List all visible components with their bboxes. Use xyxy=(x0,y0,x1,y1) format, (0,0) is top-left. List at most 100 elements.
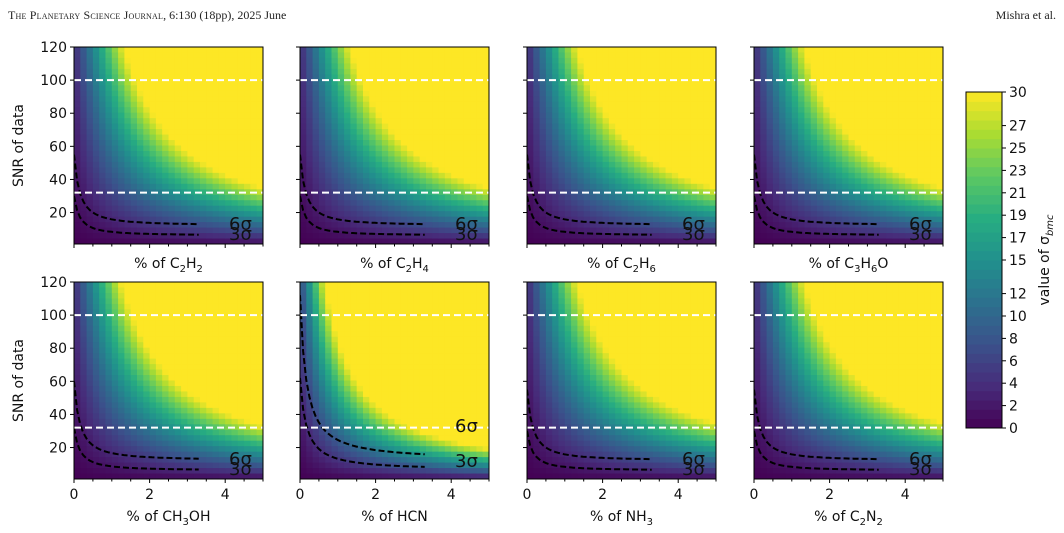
sigma-3-label: 3σ xyxy=(229,459,252,480)
y-tick-label: 100 xyxy=(40,73,67,89)
colorbar-tick-label: 0 xyxy=(1009,421,1018,437)
colorbar-level xyxy=(966,250,1002,261)
colorbar-tick-label: 25 xyxy=(1009,141,1027,157)
sigma-6-contour xyxy=(527,389,652,461)
colorbar-level xyxy=(966,176,1002,186)
colorbar-level xyxy=(966,381,1002,392)
colorbar-level xyxy=(966,92,1002,102)
x-tick-label: 2 xyxy=(371,487,380,503)
sigma-3-contour xyxy=(754,430,879,471)
heatmap xyxy=(300,47,489,244)
colorbar-level xyxy=(966,241,1002,252)
colorbar-level xyxy=(966,204,1002,214)
colorbar-tick-label: 12 xyxy=(1009,287,1027,303)
running-header: The Planetary Science Journal, 6:130 (18… xyxy=(8,8,286,23)
colorbar-level xyxy=(966,148,1002,158)
colorbar-level xyxy=(966,194,1002,205)
colorbar-label: value of σbmc xyxy=(1037,214,1056,306)
x-tick-label: 0 xyxy=(296,487,305,503)
x-tick-label: 4 xyxy=(447,487,456,503)
colorbar-level xyxy=(966,222,1002,233)
journal-name: The Planetary Science Journal xyxy=(8,8,164,22)
colorbar-level xyxy=(966,110,1002,121)
colorbar-tick-label: 19 xyxy=(1009,208,1027,224)
sigma-3-contour xyxy=(74,195,199,236)
x-axis-label: % of C2​H2​ xyxy=(134,256,203,275)
colorbar-tick-label: 21 xyxy=(1009,186,1027,202)
sigma-6-label: 6σ xyxy=(455,416,478,437)
colorbar-tick-label: 2 xyxy=(1009,399,1018,415)
colorbar-tick-label: 30 xyxy=(1009,85,1027,101)
colorbar-level xyxy=(966,325,1002,336)
colorbar-tick-label: 6 xyxy=(1009,354,1018,370)
colorbar-level xyxy=(966,138,1002,149)
sigma-6-contour xyxy=(300,295,425,456)
sigma-3-contour xyxy=(300,195,425,236)
y-axis-label: SNR of data xyxy=(11,339,27,422)
colorbar-level xyxy=(966,362,1002,373)
heatmap xyxy=(74,47,263,244)
colorbar-level xyxy=(966,157,1002,168)
sigma-3-contour xyxy=(300,377,425,468)
y-tick-label: 60 xyxy=(49,139,67,155)
heatmap xyxy=(300,282,489,479)
colorbar-level xyxy=(966,278,1002,289)
sigma-3-label: 3σ xyxy=(909,224,932,245)
x-tick-label: 0 xyxy=(523,487,532,503)
colorbar-level xyxy=(966,232,1002,242)
colorbar-tick-label: 23 xyxy=(1009,163,1027,179)
sigma-6-label: 6σ xyxy=(682,449,705,470)
citation: , 6:130 (18pp), 2025 June xyxy=(163,8,287,22)
heatmap xyxy=(754,47,943,244)
y-tick-label: 80 xyxy=(49,341,67,357)
x-tick-label: 0 xyxy=(750,487,759,503)
sigma-6-label: 6σ xyxy=(229,214,252,235)
sigma-6-label: 6σ xyxy=(909,214,932,235)
sigma-3-contour xyxy=(74,427,199,471)
sigma-6-label: 6σ xyxy=(909,449,932,470)
colorbar-level xyxy=(966,353,1002,364)
x-tick-label: 2 xyxy=(598,487,607,503)
sigma-3-label: 3σ xyxy=(455,224,478,245)
colorbar-level xyxy=(966,390,1002,401)
colorbar-tick-label: 27 xyxy=(1009,119,1027,135)
author-header: Mishra et al. xyxy=(995,8,1056,22)
colorbar-tick-label: 8 xyxy=(1009,331,1018,347)
sigma-6-contour xyxy=(527,154,652,226)
y-tick-label: 120 xyxy=(40,275,67,291)
x-axis-label: % of C3​H6​O xyxy=(809,256,889,275)
colorbar-level xyxy=(966,306,1002,317)
colorbar-tick-label: 17 xyxy=(1009,231,1027,247)
colorbar-level xyxy=(966,129,1002,140)
x-tick-label: 4 xyxy=(901,487,910,503)
sigma-6-contour xyxy=(754,389,879,461)
sigma-6-contour xyxy=(300,154,425,226)
y-tick-label: 80 xyxy=(49,106,67,122)
colorbar-level xyxy=(966,372,1002,382)
y-tick-label: 100 xyxy=(40,308,67,324)
colorbar-level xyxy=(966,334,1002,345)
sigma-3-contour xyxy=(527,195,652,236)
y-tick-label: 60 xyxy=(49,374,67,390)
colorbar-level xyxy=(966,269,1002,280)
colorbar-level xyxy=(966,288,1002,298)
colorbar-tick-label: 15 xyxy=(1009,253,1027,269)
sigma-3-label: 3σ xyxy=(229,224,252,245)
y-tick-label: 40 xyxy=(49,407,67,423)
sigma-3-label: 3σ xyxy=(682,224,705,245)
x-tick-label: 2 xyxy=(825,487,834,503)
y-axis-label: SNR of data xyxy=(11,104,27,187)
x-axis-label: % of HCN xyxy=(361,509,427,525)
x-tick-label: 2 xyxy=(145,487,154,503)
colorbar-level xyxy=(966,409,1002,420)
colorbar-level xyxy=(966,400,1002,410)
sigma-3-contour xyxy=(527,430,652,471)
y-tick-label: 20 xyxy=(49,441,67,457)
x-axis-label: % of C2​H4​ xyxy=(360,256,429,275)
